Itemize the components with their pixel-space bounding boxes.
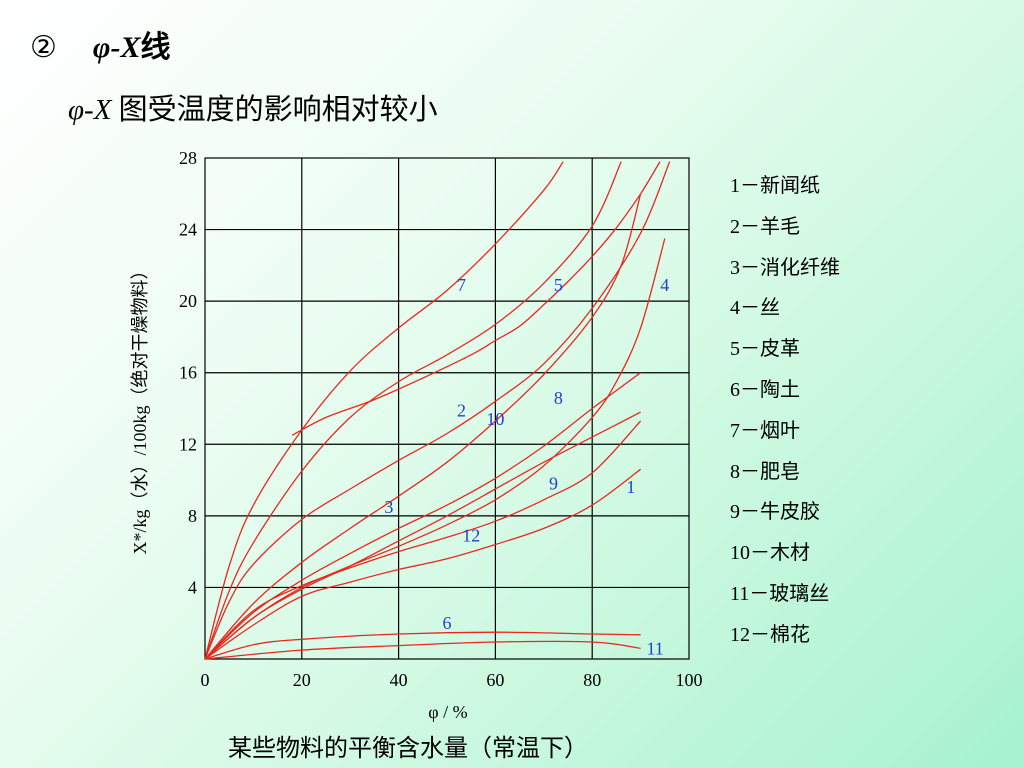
curve-4 xyxy=(204,238,666,660)
curve-label-10: 10 xyxy=(486,409,504,429)
x-tick-label: 0 xyxy=(201,670,210,690)
curve-1 xyxy=(204,468,641,660)
curve-label-2: 2 xyxy=(457,400,466,420)
curve-2 xyxy=(204,161,671,660)
curve-label-9: 9 xyxy=(549,474,558,494)
curve-label-12: 12 xyxy=(462,526,480,546)
page-heading: ② φ-X线 xyxy=(30,22,170,66)
legend: 1－新闻纸 2－羊毛 3－消化纤维 4－丝 5－皮革 6－陶土 7－烟叶 8－肥皂 9－牛皮胶 1… xyxy=(730,170,840,660)
y-axis-label: X*/kg（水）/100kg（绝对干燥物料） xyxy=(130,262,150,555)
legend-item: 3－消化纤维 xyxy=(730,256,840,279)
plot-frame xyxy=(204,157,690,660)
x-tick-label: 20 xyxy=(293,670,311,690)
x-axis-label: φ / % xyxy=(428,702,467,722)
curve-7 xyxy=(204,161,564,660)
legend-item: 11－玻璃丝 xyxy=(730,582,830,605)
legend-item: 1－新闻纸 xyxy=(730,175,820,197)
curve-label-7: 7 xyxy=(457,275,466,295)
curve-12 xyxy=(204,420,642,660)
legend-item: 8－肥皂 xyxy=(730,460,800,483)
curve-6 xyxy=(204,631,641,660)
y-tick-label: 16 xyxy=(179,363,197,383)
curve-11 xyxy=(204,640,641,660)
y-tick-label: 4 xyxy=(188,577,197,597)
heading-marker: ② xyxy=(30,31,57,64)
x-tick-label: 80 xyxy=(583,670,601,690)
curve-label-8: 8 xyxy=(554,388,563,408)
legend-item: 2－羊毛 xyxy=(730,215,800,238)
y-tick-label: 24 xyxy=(179,220,197,240)
heading-title-suffix: 线 xyxy=(140,31,171,64)
curve-label-1: 1 xyxy=(626,477,635,497)
curve-8 xyxy=(291,161,661,436)
x-tick-label: 40 xyxy=(390,670,408,690)
curve-label-3: 3 xyxy=(384,497,393,517)
y-tick-label: 28 xyxy=(179,148,197,168)
chart-grid xyxy=(204,157,690,660)
curve-label-4: 4 xyxy=(660,275,669,295)
curve-5 xyxy=(204,161,622,660)
legend-item: 5－皮革 xyxy=(730,338,800,361)
curve-label-6: 6 xyxy=(443,613,452,633)
x-tick-label: 60 xyxy=(486,670,504,690)
subheading: φ-X 图受温度的影响相对较小 xyxy=(68,86,438,128)
heading-title-italic: φ-X xyxy=(92,31,141,64)
subheading-text: 图受温度的影响相对较小 xyxy=(111,94,438,126)
legend-item: 9－牛皮胶 xyxy=(730,501,820,524)
legend-item: 10－木材 xyxy=(730,542,810,565)
legend-item: 7－烟叶 xyxy=(730,419,800,442)
subheading-italic: φ-X xyxy=(68,94,112,126)
figure-caption: 某些物料的平衡含水量（常温下） xyxy=(228,736,588,762)
legend-item: 12－棉花 xyxy=(730,623,810,646)
x-tick-label: 100 xyxy=(676,670,703,690)
legend-item: 6－陶土 xyxy=(730,378,800,401)
curve-label-5: 5 xyxy=(554,275,563,295)
y-tick-label: 8 xyxy=(188,506,197,526)
y-tick-label: 12 xyxy=(179,434,197,454)
curve-label-11: 11 xyxy=(646,638,663,658)
legend-item: 4－丝 xyxy=(730,297,780,320)
y-tick-label: 20 xyxy=(179,291,197,311)
curve-10 xyxy=(204,193,642,660)
chart-curves xyxy=(204,161,671,660)
curve-9 xyxy=(204,411,641,660)
